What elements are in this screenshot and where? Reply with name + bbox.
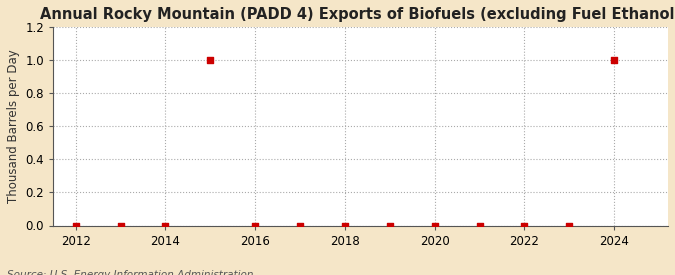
Point: [250, 223, 261, 228]
Point: [519, 223, 530, 228]
Point: [429, 223, 440, 228]
Point: [564, 223, 574, 228]
Y-axis label: Thousand Barrels per Day: Thousand Barrels per Day: [7, 50, 20, 203]
Point: [115, 223, 126, 228]
Point: [474, 223, 485, 228]
Point: [295, 223, 306, 228]
Point: [340, 223, 350, 228]
Point: [609, 58, 620, 62]
Point: [205, 58, 216, 62]
Point: [385, 223, 396, 228]
Point: [160, 223, 171, 228]
Title: Annual Rocky Mountain (PADD 4) Exports of Biofuels (excluding Fuel Ethanol): Annual Rocky Mountain (PADD 4) Exports o…: [40, 7, 675, 22]
Point: [70, 223, 81, 228]
Text: Source: U.S. Energy Information Administration: Source: U.S. Energy Information Administ…: [7, 271, 253, 275]
